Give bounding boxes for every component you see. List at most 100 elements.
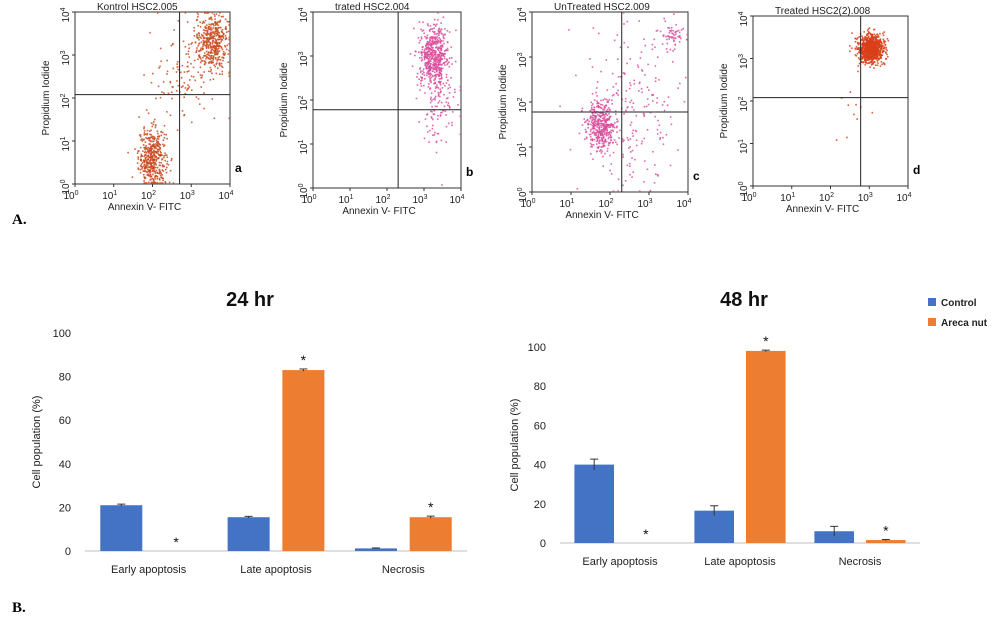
flow-a-point bbox=[210, 16, 212, 19]
flow-c-point bbox=[622, 140, 624, 143]
flow-a-point bbox=[194, 79, 197, 82]
bar-48-bar bbox=[746, 350, 786, 543]
flow-c-point bbox=[597, 147, 600, 149]
flow-a-point bbox=[143, 176, 145, 178]
flow-d-point bbox=[879, 54, 882, 56]
flow-b-point bbox=[445, 141, 447, 143]
flow-b-point bbox=[415, 50, 417, 53]
flow-a-point bbox=[228, 38, 231, 41]
flow-a-point bbox=[176, 63, 178, 65]
flow-a-point bbox=[200, 86, 202, 88]
flow-b-point bbox=[441, 55, 443, 57]
flow-c-point bbox=[601, 104, 604, 106]
flow-a-point bbox=[148, 143, 150, 145]
flow-c-point bbox=[606, 101, 609, 103]
flow-c-point bbox=[638, 90, 640, 92]
flow-d-point bbox=[851, 32, 853, 34]
flow-c-point bbox=[634, 158, 636, 161]
flow-c-point bbox=[631, 176, 633, 178]
bar-24-y-label: Cell population (%) bbox=[31, 396, 43, 489]
flow-a-point bbox=[163, 137, 166, 139]
flow-a-point bbox=[149, 143, 152, 146]
flow-d-point bbox=[857, 43, 860, 46]
flow-d-point bbox=[872, 51, 874, 54]
flow-a-point bbox=[200, 33, 203, 36]
flow-b-point bbox=[434, 73, 437, 76]
flow-b-point bbox=[426, 61, 429, 64]
flow-a-point bbox=[210, 49, 212, 52]
flow-c-point bbox=[672, 32, 674, 35]
flow-d-point bbox=[883, 62, 886, 65]
flow-a-point bbox=[153, 165, 155, 168]
flow-c-point bbox=[603, 141, 605, 144]
flow-a-point bbox=[204, 32, 207, 35]
flow-c-point bbox=[581, 109, 583, 112]
flow-c-point bbox=[583, 138, 586, 141]
flow-b-point bbox=[436, 48, 439, 51]
flow-b-point bbox=[431, 40, 433, 43]
flow-a-point bbox=[148, 162, 151, 165]
flow-c-point bbox=[597, 106, 600, 108]
flow-d-point bbox=[861, 49, 864, 51]
flow-b-point bbox=[430, 58, 433, 60]
flow-b-point bbox=[439, 83, 442, 86]
flow-d-point bbox=[861, 56, 864, 59]
flow-a-point bbox=[204, 44, 207, 47]
flow-c-point bbox=[635, 130, 638, 133]
flow-b-point bbox=[443, 105, 446, 108]
flow-b-point bbox=[423, 51, 425, 54]
flow-a-point bbox=[136, 152, 139, 154]
flow-c-point bbox=[652, 150, 654, 153]
flow-b-point bbox=[434, 90, 436, 93]
flow-c-point bbox=[628, 162, 631, 165]
flow-b-x-label: Annexin V- FITC bbox=[342, 206, 415, 217]
flow-c-point bbox=[603, 136, 605, 139]
flow-a-point bbox=[143, 146, 146, 149]
flow-a-point bbox=[149, 167, 152, 169]
flow-a-point bbox=[149, 152, 151, 154]
flow-d-point bbox=[874, 44, 877, 47]
flow-c-point bbox=[630, 99, 633, 102]
flow-a-point bbox=[181, 110, 184, 112]
flow-c-point bbox=[632, 135, 634, 137]
flow-d-point bbox=[876, 54, 879, 56]
flow-a-point bbox=[212, 61, 214, 64]
flow-c-point bbox=[616, 131, 618, 133]
flow-a-point bbox=[209, 42, 212, 45]
flow-d-point bbox=[874, 51, 876, 53]
flow-a-point bbox=[215, 62, 218, 65]
flow-c-point bbox=[568, 29, 570, 31]
flow-d-point bbox=[861, 38, 864, 40]
flow-c-point bbox=[616, 125, 618, 128]
flow-a-point bbox=[177, 20, 180, 22]
flow-c-point bbox=[595, 120, 598, 123]
flow-b-point bbox=[429, 80, 432, 82]
flow-a-point bbox=[152, 144, 155, 146]
flow-a-point bbox=[140, 139, 142, 141]
flow-a-point bbox=[202, 56, 204, 59]
flow-a-point bbox=[202, 29, 205, 31]
flow-a-point bbox=[196, 37, 199, 40]
bar-24-y-tick-label: 20 bbox=[59, 502, 71, 514]
flow-a-point bbox=[215, 41, 218, 44]
flow-b-point bbox=[432, 124, 434, 127]
flow-d-point bbox=[870, 59, 873, 62]
flow-a-point bbox=[151, 140, 154, 143]
flow-d-point bbox=[868, 56, 871, 59]
bar-48-significance-star: * bbox=[763, 333, 769, 349]
flow-d-point bbox=[880, 41, 882, 44]
flow-b-point bbox=[451, 63, 453, 65]
flow-a-point bbox=[224, 52, 226, 55]
flow-d-point bbox=[878, 52, 880, 55]
flow-c-point bbox=[591, 132, 594, 134]
flow-b-point bbox=[419, 39, 422, 42]
flow-b-point bbox=[439, 47, 442, 50]
flow-b-point bbox=[429, 25, 432, 27]
flow-c-point bbox=[617, 120, 619, 123]
flow-c-point bbox=[629, 165, 631, 168]
flow-d-point bbox=[863, 50, 866, 53]
flow-d-point bbox=[881, 51, 884, 54]
flow-a-point bbox=[215, 27, 217, 29]
flow-a-point bbox=[200, 47, 202, 49]
flow-d-point bbox=[871, 62, 874, 65]
